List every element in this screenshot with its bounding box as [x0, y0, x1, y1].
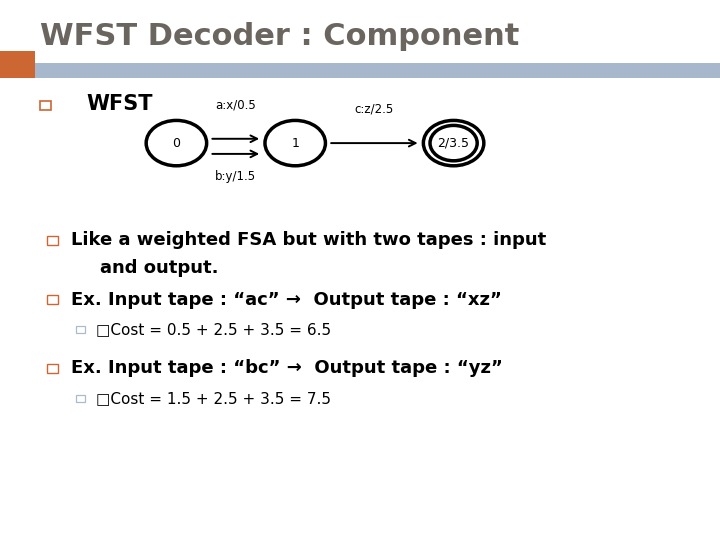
Bar: [76, 326, 86, 333]
Text: Like a weighted FSA but with two tapes : input: Like a weighted FSA but with two tapes :…: [71, 231, 546, 249]
Text: □Cost = 0.5 + 2.5 + 3.5 = 6.5: □Cost = 0.5 + 2.5 + 3.5 = 6.5: [96, 322, 331, 337]
Bar: [40, 101, 51, 110]
Text: Ex. Input tape : “ac” →  Output tape : “xz”: Ex. Input tape : “ac” → Output tape : “x…: [71, 291, 502, 309]
Text: 1: 1: [292, 137, 299, 150]
Bar: [0, 63, 720, 78]
Circle shape: [146, 120, 207, 166]
Bar: [47, 295, 58, 304]
Bar: [0, 51, 35, 78]
Text: WFST: WFST: [86, 93, 153, 114]
Circle shape: [423, 120, 484, 166]
Text: and output.: and output.: [100, 259, 219, 278]
Circle shape: [430, 125, 477, 161]
Text: 2/3.5: 2/3.5: [438, 137, 469, 150]
Bar: [76, 395, 86, 402]
Bar: [47, 364, 58, 373]
Text: b:y/1.5: b:y/1.5: [215, 170, 256, 183]
Text: c:z/2.5: c:z/2.5: [355, 102, 394, 115]
Bar: [47, 236, 58, 245]
Text: WFST Decoder : Component: WFST Decoder : Component: [40, 22, 519, 51]
Circle shape: [265, 120, 325, 166]
Text: □Cost = 1.5 + 2.5 + 3.5 = 7.5: □Cost = 1.5 + 2.5 + 3.5 = 7.5: [96, 391, 331, 406]
Text: 0: 0: [172, 137, 181, 150]
Text: Ex. Input tape : “bc” →  Output tape : “yz”: Ex. Input tape : “bc” → Output tape : “y…: [71, 359, 503, 377]
Text: a:x/0.5: a:x/0.5: [215, 99, 256, 112]
